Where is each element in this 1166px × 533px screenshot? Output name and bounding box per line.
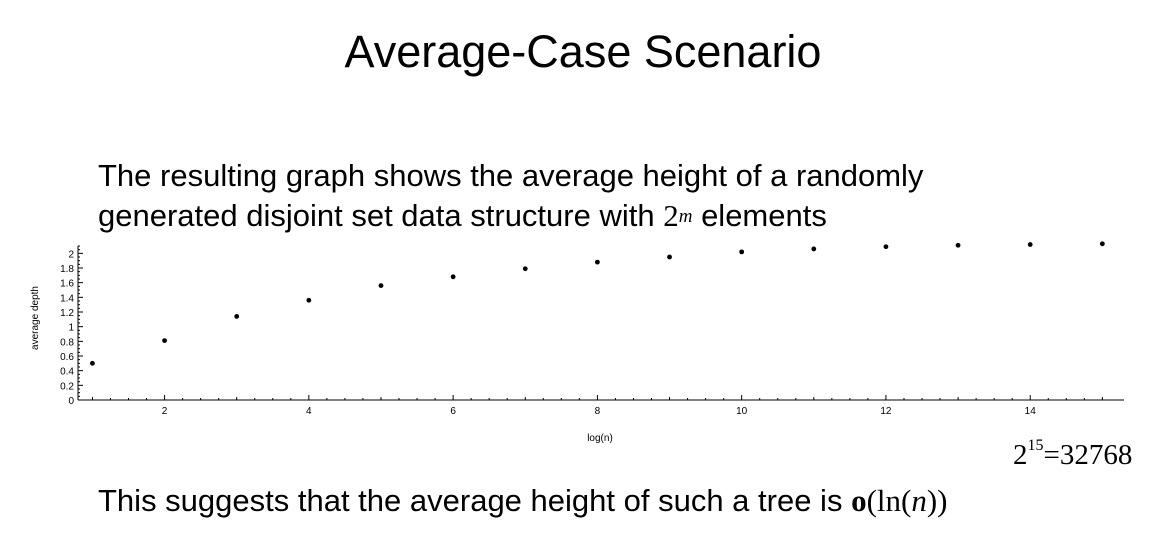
data-point <box>667 254 672 260</box>
conclusion-text: This suggests that the average height of… <box>98 481 947 521</box>
data-point <box>450 274 456 280</box>
data-point <box>739 249 745 255</box>
conclusion-close: )) <box>926 483 948 518</box>
y-tick-label: 0.2 <box>60 381 74 392</box>
conclusion-little-o: o <box>851 483 867 518</box>
intro-line-2-end: elements <box>692 198 827 233</box>
intro-line-2: generated disjoint set data structure wi… <box>98 196 923 241</box>
intro-power-base: 2 <box>663 198 679 233</box>
power-exponent: 15 <box>1027 437 1044 454</box>
data-point <box>883 244 889 250</box>
y-tick-label: 1.8 <box>60 264 74 275</box>
scatter-plot: 2 4 6 8 10 12 14 0 0.2 0.4 0.6 0.8 1 1.2 1.4 1.6 1.8 2 lo… <box>30 241 1124 444</box>
x-tick-label: 8 <box>595 406 601 417</box>
x-axis-label: log(n) <box>587 433 613 444</box>
data-point <box>162 338 167 343</box>
data-point <box>1099 241 1105 247</box>
data-point <box>1027 242 1033 247</box>
axis-ticks: 2 4 6 8 10 12 14 0 0.2 0.4 0.6 0.8 1 1.2 1.4 1.6 1.8 2 <box>60 245 1103 417</box>
data-point <box>955 242 961 248</box>
y-tick-label: 0.8 <box>60 337 74 348</box>
y-tick-label: 2 <box>68 249 74 260</box>
power-base: 2 <box>1013 439 1028 471</box>
y-tick-label: 1.2 <box>60 308 74 319</box>
x-tick-label: 4 <box>306 406 312 417</box>
slide-title: Average-Case Scenario <box>344 26 822 77</box>
data-point <box>811 246 817 252</box>
x-tick-label: 2 <box>162 406 168 417</box>
y-tick-label: 0.6 <box>60 352 74 363</box>
intro-text: The resulting graph shows the average he… <box>98 156 923 241</box>
intro-power-exponent: m <box>678 206 693 227</box>
y-axis-label: average depth <box>30 286 41 350</box>
intro-line-1: The resulting graph shows the average he… <box>98 158 924 193</box>
data-point <box>234 314 240 319</box>
y-tick-label: 1 <box>68 323 74 334</box>
x-tick-label: 10 <box>736 406 748 417</box>
data-point <box>522 266 528 272</box>
y-tick-label: 0.4 <box>60 367 74 378</box>
conclusion-open: (ln( <box>866 483 912 518</box>
power-value: =32768 <box>1043 439 1133 471</box>
x-tick-label: 12 <box>880 406 892 417</box>
data-points <box>90 241 1105 366</box>
conclusion-lead: This suggests that the average height of… <box>98 483 852 518</box>
x-tick-label: 14 <box>1025 406 1037 417</box>
data-point <box>594 259 600 265</box>
y-tick-label: 1.6 <box>60 279 74 290</box>
data-point <box>306 297 312 303</box>
data-point <box>90 360 95 366</box>
y-tick-label: 0 <box>68 396 74 407</box>
x-tick-label: 6 <box>450 406 456 417</box>
power-annotation: 215=32768 <box>1013 437 1132 478</box>
data-point <box>378 283 384 288</box>
conclusion-n: n <box>911 483 927 518</box>
y-tick-label: 1.4 <box>60 293 74 304</box>
intro-line-2-start: generated disjoint set data structure wi… <box>98 198 664 233</box>
